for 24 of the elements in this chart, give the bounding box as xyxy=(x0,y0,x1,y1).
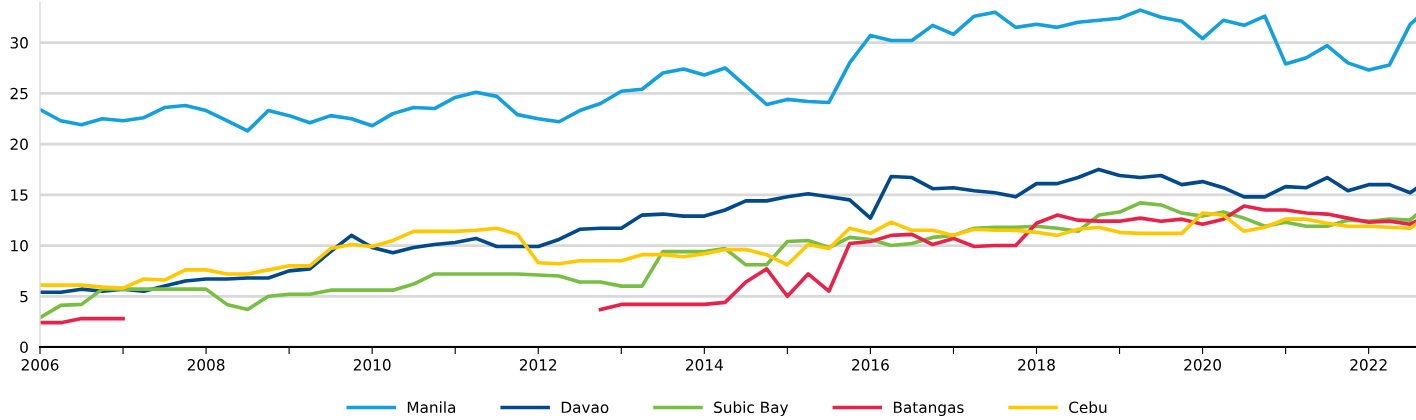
x-tick-label: 2012 xyxy=(519,359,557,371)
legend-label: Cebu xyxy=(1069,401,1107,414)
y-tick-label: 5 xyxy=(20,290,28,303)
y-tick-label: 20 xyxy=(10,138,28,151)
y-tick-label: 25 xyxy=(10,87,28,100)
x-tick-label: 2020 xyxy=(1184,359,1222,371)
line-series xyxy=(40,8,1416,133)
y-tick-label: 10 xyxy=(11,239,28,252)
legend-label: Manila xyxy=(407,401,456,414)
y-tick-label: 0 xyxy=(20,341,28,354)
y-tick-label: 30 xyxy=(10,37,28,49)
legend-label: Subic Bay xyxy=(714,401,789,417)
x-tick-label: 2022 xyxy=(1350,359,1387,371)
x-tick-label: 2018 xyxy=(1018,359,1055,371)
legend-label: Davao xyxy=(561,401,609,414)
x-tick-label: 2006 xyxy=(21,359,59,371)
y-tick-label: 15 xyxy=(11,189,28,201)
x-tick-label: 2016 xyxy=(852,359,889,371)
x-tick-label: 2014 xyxy=(686,359,723,371)
line-series xyxy=(40,167,1416,295)
x-tick-label: 2010 xyxy=(353,359,391,371)
line-series xyxy=(40,211,1416,290)
legend-label: Batangas xyxy=(893,401,964,417)
x-tick-label: 2008 xyxy=(187,359,225,371)
